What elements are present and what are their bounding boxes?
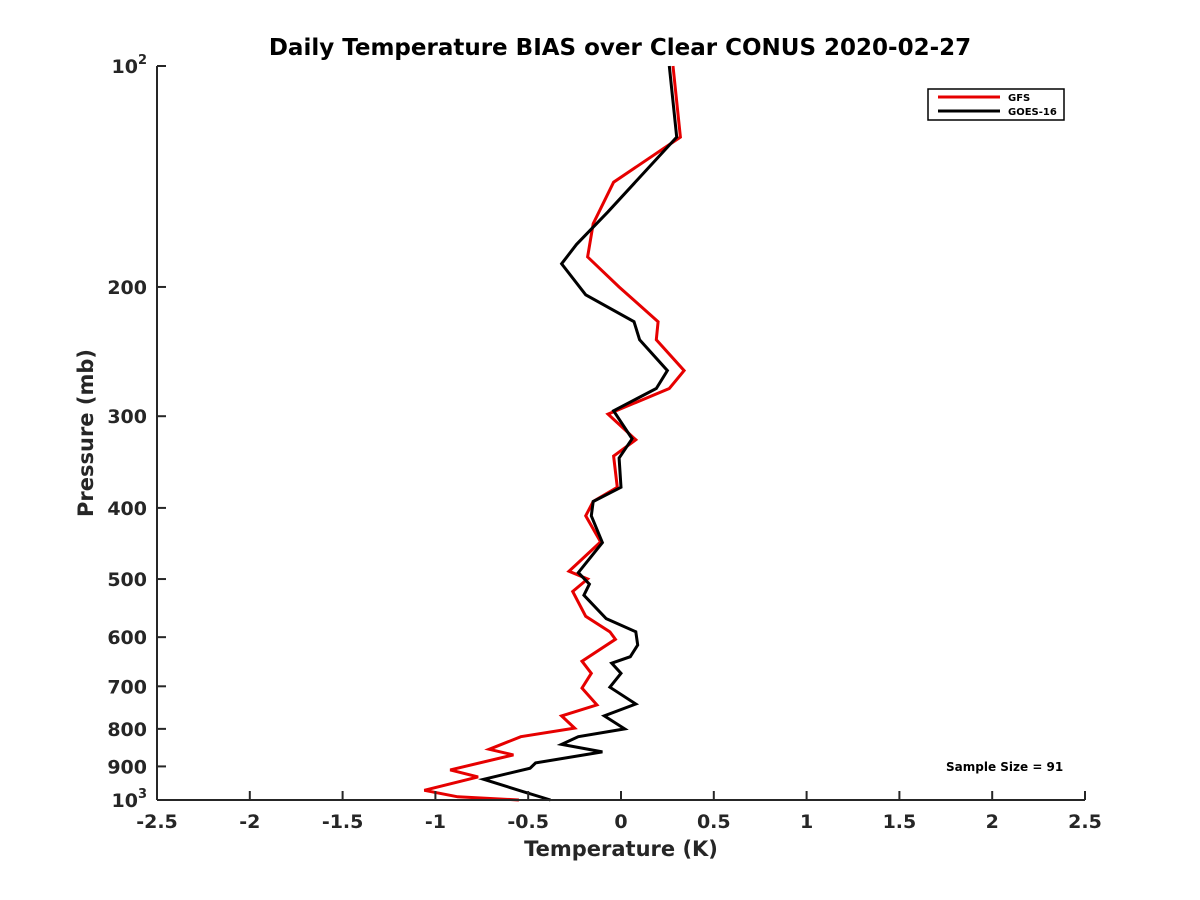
x-tick-label: -2 [239,811,260,833]
x-tick-label: 0 [614,811,627,833]
chart-title: Daily Temperature BIAS over Clear CONUS … [269,35,971,61]
y-tick-label: 500 [107,569,147,591]
x-tick-label: 2 [986,811,999,833]
y-tick-label: 300 [107,406,147,428]
y-axis-label: Pressure (mb) [74,349,98,517]
y-tick-label: 103 [112,787,148,812]
series-line-goes-16 [478,65,679,802]
y-tick-label: 200 [107,277,147,299]
series-group [423,65,687,802]
legend-label-gfs: GFS [1008,93,1030,104]
y-tick-label: 400 [107,498,147,520]
sample-size-annotation: Sample Size = 91 [946,760,1063,774]
series-line-gfs [423,65,687,802]
x-tick-label: -2.5 [136,811,178,833]
x-tick-label: 1 [800,811,813,833]
x-tick-label: 0.5 [697,811,731,833]
x-tick-label: -1 [425,811,446,833]
x-tick-label: -0.5 [507,811,549,833]
y-tick-label: 700 [107,676,147,698]
legend-label-goes16: GOES-16 [1008,107,1057,118]
x-axis-ticks: -2.5 -2 -1.5 -1 -0.5 0 0.5 1 1.5 2 2.5 [136,791,1102,833]
y-tick-label: 102 [112,53,148,78]
x-tick-label: 1.5 [883,811,917,833]
x-tick-label: -1.5 [322,811,364,833]
y-tick-label: 900 [107,756,147,778]
y-tick-label: 800 [107,719,147,741]
legend: GFS GOES-16 [927,88,1065,121]
y-axis-ticks: 102 200 300 400 500 600 700 800 900 103 [107,53,166,812]
x-tick-label: 2.5 [1068,811,1102,833]
legend-box [927,88,1065,121]
x-axis-label: Temperature (K) [524,837,718,861]
y-tick-label: 600 [107,627,147,649]
